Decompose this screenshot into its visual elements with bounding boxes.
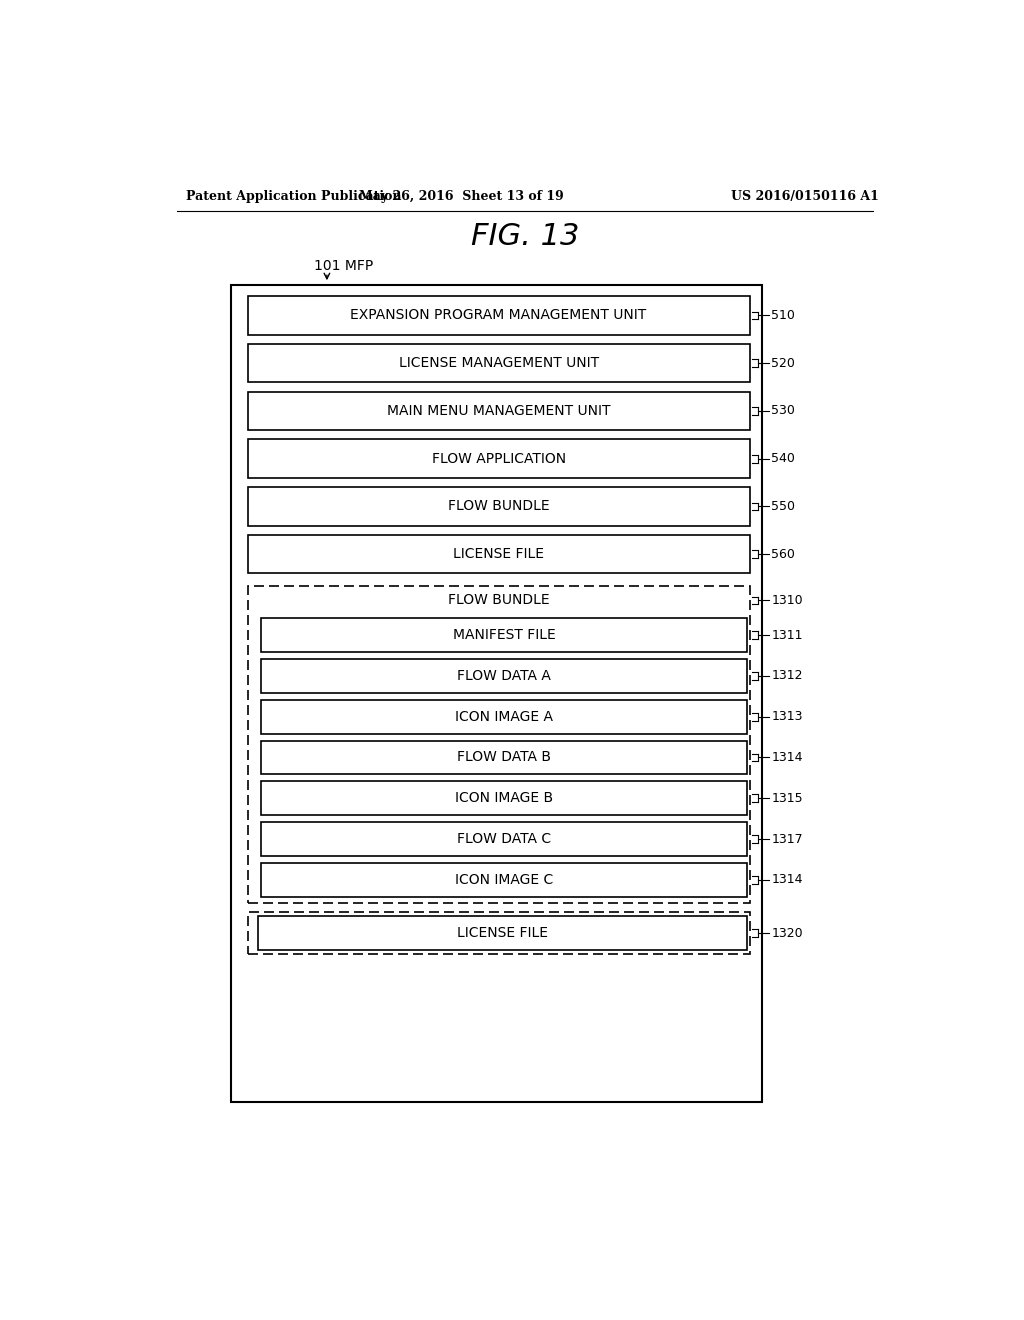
- Bar: [261, 781, 746, 816]
- Text: ICON IMAGE A: ICON IMAGE A: [455, 710, 553, 723]
- Text: LICENSE FILE: LICENSE FILE: [457, 927, 548, 940]
- Text: 1313: 1313: [771, 710, 803, 723]
- Bar: [248, 392, 750, 430]
- Text: 1311: 1311: [771, 628, 803, 642]
- Text: 1314: 1314: [771, 751, 803, 764]
- Bar: [261, 618, 746, 652]
- Text: 1310: 1310: [771, 594, 803, 607]
- Text: FLOW BUNDLE: FLOW BUNDLE: [447, 594, 550, 607]
- Text: ICON IMAGE C: ICON IMAGE C: [455, 873, 553, 887]
- Bar: [248, 487, 750, 525]
- Text: LICENSE FILE: LICENSE FILE: [453, 548, 544, 561]
- Text: FIG. 13: FIG. 13: [471, 223, 579, 251]
- Text: US 2016/0150116 A1: US 2016/0150116 A1: [731, 190, 879, 203]
- Text: MAIN MENU MANAGEMENT UNIT: MAIN MENU MANAGEMENT UNIT: [387, 404, 610, 418]
- Bar: [230, 285, 762, 1102]
- Bar: [248, 586, 750, 903]
- Text: 1312: 1312: [771, 669, 803, 682]
- Bar: [248, 345, 750, 383]
- Text: LICENSE MANAGEMENT UNIT: LICENSE MANAGEMENT UNIT: [398, 356, 599, 370]
- Bar: [261, 741, 746, 775]
- Text: 1320: 1320: [771, 927, 803, 940]
- Text: 1317: 1317: [771, 833, 803, 846]
- Bar: [261, 822, 746, 857]
- Text: FLOW APPLICATION: FLOW APPLICATION: [431, 451, 565, 466]
- Text: 540: 540: [771, 453, 795, 465]
- Text: FLOW DATA B: FLOW DATA B: [457, 751, 551, 764]
- Text: 510: 510: [771, 309, 795, 322]
- Bar: [261, 863, 746, 896]
- Bar: [258, 916, 746, 950]
- Text: 520: 520: [771, 356, 795, 370]
- Text: 1315: 1315: [771, 792, 803, 805]
- Text: FLOW DATA A: FLOW DATA A: [457, 669, 551, 682]
- Bar: [261, 700, 746, 734]
- Text: MANIFEST FILE: MANIFEST FILE: [453, 628, 555, 642]
- Text: 550: 550: [771, 500, 796, 513]
- Text: FLOW DATA C: FLOW DATA C: [457, 832, 551, 846]
- Bar: [248, 296, 750, 335]
- Text: ICON IMAGE B: ICON IMAGE B: [455, 791, 553, 805]
- Bar: [248, 440, 750, 478]
- Text: 530: 530: [771, 404, 795, 417]
- Text: May 26, 2016  Sheet 13 of 19: May 26, 2016 Sheet 13 of 19: [359, 190, 564, 203]
- Bar: [248, 535, 750, 573]
- Text: FLOW BUNDLE: FLOW BUNDLE: [447, 499, 550, 513]
- Text: 560: 560: [771, 548, 795, 561]
- Bar: [248, 912, 750, 954]
- Text: Patent Application Publication: Patent Application Publication: [186, 190, 401, 203]
- Text: EXPANSION PROGRAM MANAGEMENT UNIT: EXPANSION PROGRAM MANAGEMENT UNIT: [350, 309, 647, 322]
- Text: 1314: 1314: [771, 874, 803, 887]
- Bar: [261, 659, 746, 693]
- Text: 101 MFP: 101 MFP: [313, 259, 373, 273]
